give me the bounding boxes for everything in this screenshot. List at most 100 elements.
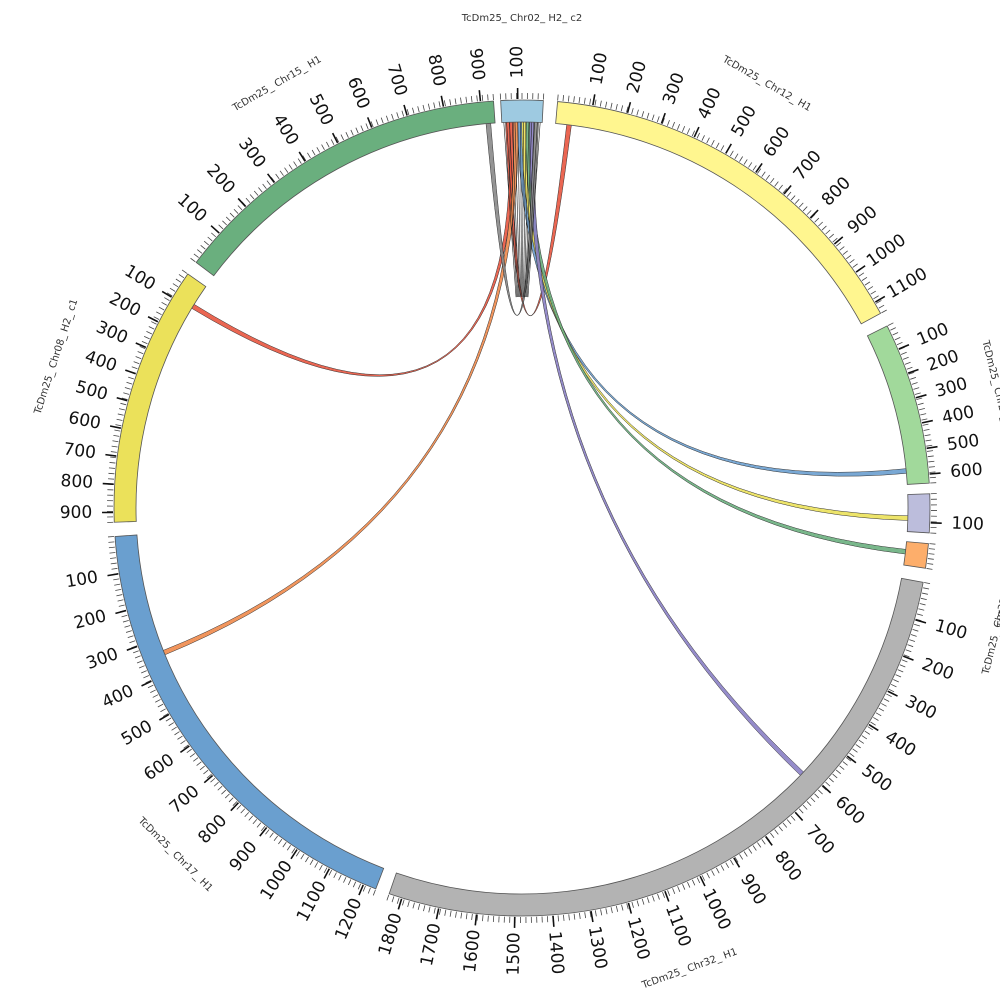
minor-tick xyxy=(849,259,855,264)
link-chr02-chr27c xyxy=(521,121,909,521)
minor-tick xyxy=(615,905,619,912)
minor-tick xyxy=(385,115,389,122)
minor-tick xyxy=(920,413,927,416)
minor-tick xyxy=(148,326,155,330)
segment-arc-chr15 xyxy=(195,100,496,277)
minor-tick xyxy=(828,777,834,783)
minor-tick xyxy=(335,136,340,143)
tick-label: 500 xyxy=(858,761,896,797)
minor-tick xyxy=(778,184,783,190)
minor-tick xyxy=(141,341,148,345)
minor-tick xyxy=(114,583,121,586)
minor-tick xyxy=(852,263,858,268)
minor-tick xyxy=(248,815,254,821)
major-tick xyxy=(210,225,220,234)
minor-tick xyxy=(412,107,415,114)
minor-tick xyxy=(918,608,925,611)
tick-label: 400 xyxy=(940,402,976,428)
major-tick xyxy=(358,884,364,896)
minor-tick xyxy=(141,670,147,674)
minor-tick xyxy=(110,456,117,459)
minor-tick xyxy=(711,140,715,146)
minor-tick xyxy=(855,744,861,749)
minor-tick xyxy=(177,735,183,740)
minor-tick xyxy=(193,757,199,762)
tick-label: 200 xyxy=(72,606,108,634)
minor-tick xyxy=(715,142,720,149)
major-tick xyxy=(298,151,306,162)
minor-tick xyxy=(774,829,779,835)
segment-name-chr12: TcDm25_ Chr12_ H1 xyxy=(720,54,813,114)
major-tick xyxy=(435,908,440,920)
minor-tick xyxy=(903,654,910,658)
tick-label: 900 xyxy=(465,47,488,81)
major-tick xyxy=(794,811,804,822)
minor-tick xyxy=(406,109,410,116)
minor-tick xyxy=(115,588,122,591)
minor-tick xyxy=(181,269,188,274)
tick-label: 900 xyxy=(736,870,770,908)
minor-tick xyxy=(143,675,150,679)
minor-tick xyxy=(338,874,342,881)
tick-label: 800 xyxy=(818,173,855,210)
minor-tick xyxy=(471,913,473,920)
minor-tick xyxy=(423,905,426,912)
minor-tick xyxy=(360,125,364,132)
minor-tick xyxy=(641,111,645,118)
minor-tick xyxy=(631,901,634,908)
major-tick xyxy=(764,836,773,846)
major-tick xyxy=(126,645,138,651)
minor-tick xyxy=(626,106,629,113)
minor-tick xyxy=(651,114,655,121)
minor-tick xyxy=(295,850,300,857)
minor-tick xyxy=(125,630,132,633)
tick-label: 900 xyxy=(60,503,93,523)
minor-tick xyxy=(120,402,127,406)
minor-tick xyxy=(594,910,597,917)
tick-label: 900 xyxy=(226,837,262,875)
minor-tick xyxy=(916,613,923,616)
minor-tick xyxy=(646,112,650,119)
minor-tick xyxy=(761,839,766,845)
minor-tick xyxy=(186,748,192,753)
major-tick xyxy=(874,295,886,303)
link-bundle-line xyxy=(523,122,527,298)
major-tick xyxy=(915,394,927,399)
major-tick xyxy=(230,802,240,812)
minor-tick xyxy=(867,286,874,290)
minor-tick xyxy=(108,467,115,469)
major-tick xyxy=(915,619,927,624)
tick-label: 600 xyxy=(949,460,983,483)
minor-tick xyxy=(573,913,576,920)
minor-tick xyxy=(221,789,227,795)
segment-arc-chr12 xyxy=(555,101,882,325)
tick-label: 1100 xyxy=(661,902,695,950)
minor-tick xyxy=(412,902,415,909)
minor-tick xyxy=(396,112,399,119)
minor-tick xyxy=(345,132,349,138)
minor-tick xyxy=(370,121,374,128)
minor-tick xyxy=(557,915,560,922)
minor-tick xyxy=(835,242,842,247)
minor-tick xyxy=(449,99,452,106)
tick-label: 1000 xyxy=(863,230,910,271)
minor-tick xyxy=(832,773,838,779)
minor-tick xyxy=(908,371,915,375)
minor-tick xyxy=(817,789,823,795)
minor-tick xyxy=(470,96,473,103)
minor-tick xyxy=(433,102,436,109)
minor-tick xyxy=(917,402,924,406)
minor-tick xyxy=(881,309,887,314)
link-bundle-line xyxy=(517,122,521,298)
minor-tick xyxy=(927,450,934,452)
minor-tick xyxy=(328,869,333,876)
minor-tick xyxy=(314,862,319,868)
minor-tick xyxy=(761,171,766,177)
minor-tick xyxy=(118,604,125,607)
minor-tick xyxy=(196,761,202,766)
minor-tick xyxy=(252,819,258,825)
minor-tick xyxy=(691,879,696,886)
link-bundle-line xyxy=(525,122,535,298)
